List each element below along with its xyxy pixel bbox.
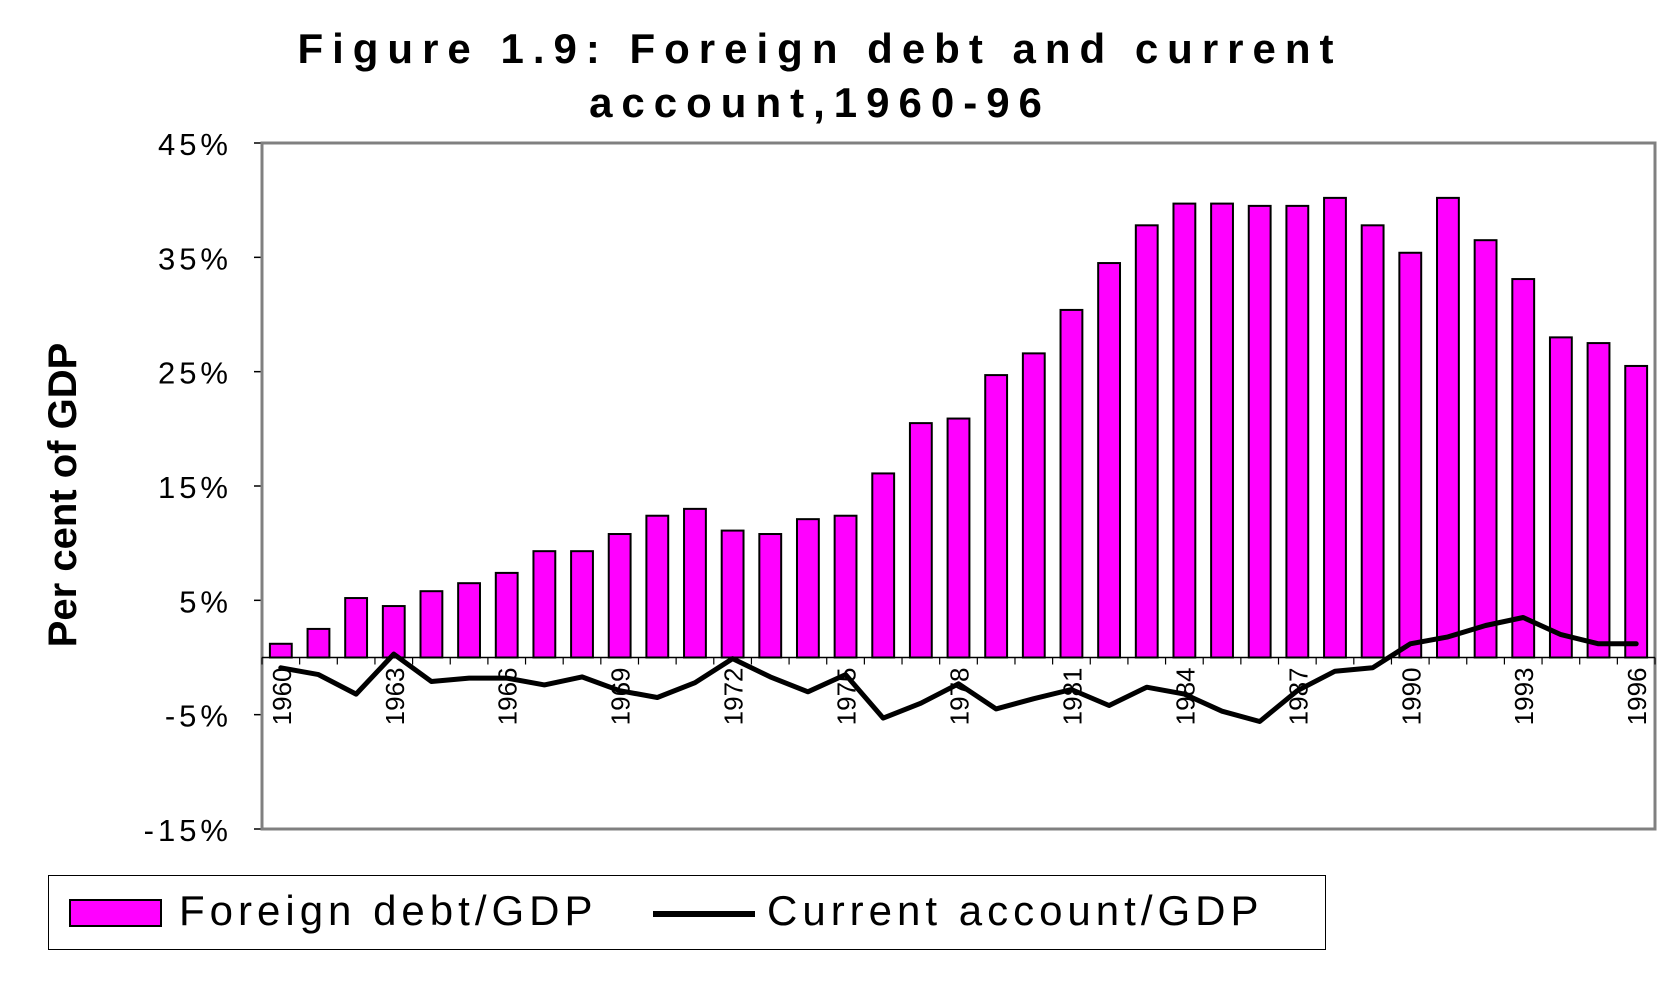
y-tick-label: 15%: [158, 470, 232, 505]
bar-foreign-debt: [871, 472, 896, 659]
bar-foreign-debt: [984, 374, 1009, 659]
y-tick-label: -5%: [165, 699, 232, 734]
line-current-account: [278, 615, 1639, 724]
bars-foreign-debt: [268, 196, 1649, 659]
y-axis-title: Per cent of GDP: [41, 343, 85, 648]
bar-foreign-debt: [1360, 224, 1385, 659]
bar-foreign-debt: [1624, 364, 1649, 659]
bar-foreign-debt: [645, 514, 670, 659]
x-tick-label: 1972: [719, 668, 749, 726]
bar-foreign-debt: [1097, 262, 1122, 659]
y-tick-label: -15%: [144, 813, 232, 848]
legend-label-current-account: Current account/GDP: [767, 887, 1264, 934]
bar-foreign-debt: [306, 627, 331, 659]
bar-foreign-debt: [1323, 196, 1347, 659]
bar-foreign-debt: [1586, 342, 1611, 659]
bar-foreign-debt: [1473, 239, 1498, 659]
bar-foreign-debt: [908, 422, 933, 659]
x-tick-label: 1963: [380, 668, 410, 726]
bar-foreign-debt: [1511, 278, 1536, 659]
legend-swatch-foreign-debt: [69, 899, 162, 927]
x-tick-label: 1996: [1622, 668, 1652, 726]
legend: Foreign debt/GDP Current account/GDP: [48, 875, 1326, 950]
bar-foreign-debt: [1548, 336, 1573, 659]
bar-foreign-debt: [457, 582, 481, 659]
bar-foreign-debt: [1021, 352, 1046, 659]
x-tick-label: 1978: [945, 668, 975, 726]
bar-foreign-debt: [1210, 202, 1234, 659]
bar-foreign-debt: [795, 518, 820, 659]
bar-foreign-debt: [419, 590, 444, 659]
bar-foreign-debt: [494, 571, 519, 659]
bar-foreign-debt: [1398, 251, 1423, 659]
y-axis: 45% 35% 25% 15% 5% -5% -15%: [144, 127, 262, 848]
bar-foreign-debt: [1172, 202, 1197, 659]
x-tick-label: 1993: [1509, 668, 1539, 726]
y-tick-label: 25%: [158, 356, 232, 391]
bar-foreign-debt: [532, 550, 557, 659]
bar-foreign-debt: [1436, 196, 1460, 659]
legend-swatch-current-account: [653, 911, 755, 917]
x-axis: 1960 1963 1966 1969 1972 1975 1978 1981 1984 1987…: [261, 657, 1656, 726]
bar-foreign-debt: [683, 507, 707, 659]
bar-foreign-debt: [758, 533, 783, 659]
x-tick-label: 1990: [1396, 668, 1426, 726]
bar-foreign-debt: [720, 529, 745, 659]
legend-label-foreign-debt: Foreign debt/GDP: [179, 887, 598, 934]
bar-foreign-debt: [344, 597, 369, 659]
chart-title-line-2: account,1960-96: [589, 79, 1051, 126]
bar-foreign-debt: [1285, 204, 1310, 659]
bar-foreign-debt: [833, 514, 858, 659]
bar-foreign-debt: [1134, 224, 1159, 659]
y-tick-label: 35%: [158, 241, 232, 276]
bar-foreign-debt: [381, 605, 406, 659]
y-tick-label: 45%: [158, 127, 232, 162]
chart-title-line-1: Figure 1.9: Foreign debt and current: [297, 25, 1343, 72]
bar-foreign-debt: [946, 417, 971, 659]
bar-foreign-debt: [1247, 204, 1272, 659]
y-tick-label: 5%: [179, 584, 232, 619]
bar-foreign-debt: [268, 642, 293, 659]
x-tick-label: 1969: [606, 668, 636, 726]
x-tick-label: 1960: [267, 668, 297, 726]
plot-frame: [260, 141, 1657, 831]
bar-foreign-debt: [1059, 308, 1084, 659]
bar-foreign-debt: [607, 533, 632, 659]
bar-foreign-debt: [570, 550, 594, 659]
